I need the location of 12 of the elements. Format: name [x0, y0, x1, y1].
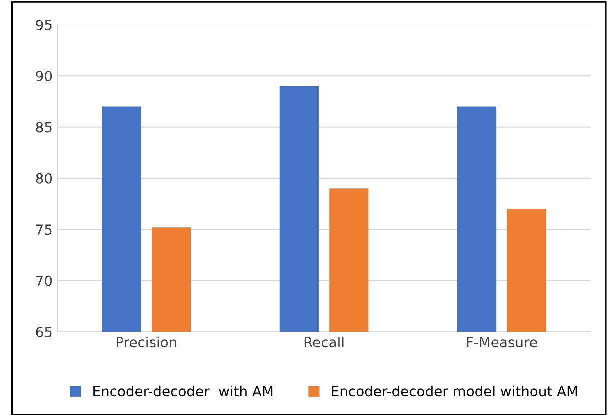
y-tick-label: 65: [36, 326, 52, 338]
y-tick-label: 80: [36, 173, 52, 184]
y-tick-label: 90: [36, 71, 52, 82]
legend-label: Encoder-decoder with AM: [94, 386, 273, 397]
x-tick-label: Recall: [304, 336, 344, 348]
legend-label: Encoder-decoder model without AM: [332, 386, 578, 397]
y-tick-label: 70: [36, 276, 52, 286]
x-tick-label: F-Measure: [467, 337, 538, 348]
y-tick-label: 75: [36, 224, 52, 236]
x-tick-label: Precision: [117, 336, 176, 348]
y-tick-label: 85: [36, 122, 52, 133]
y-tick-label: 95: [36, 20, 52, 30]
